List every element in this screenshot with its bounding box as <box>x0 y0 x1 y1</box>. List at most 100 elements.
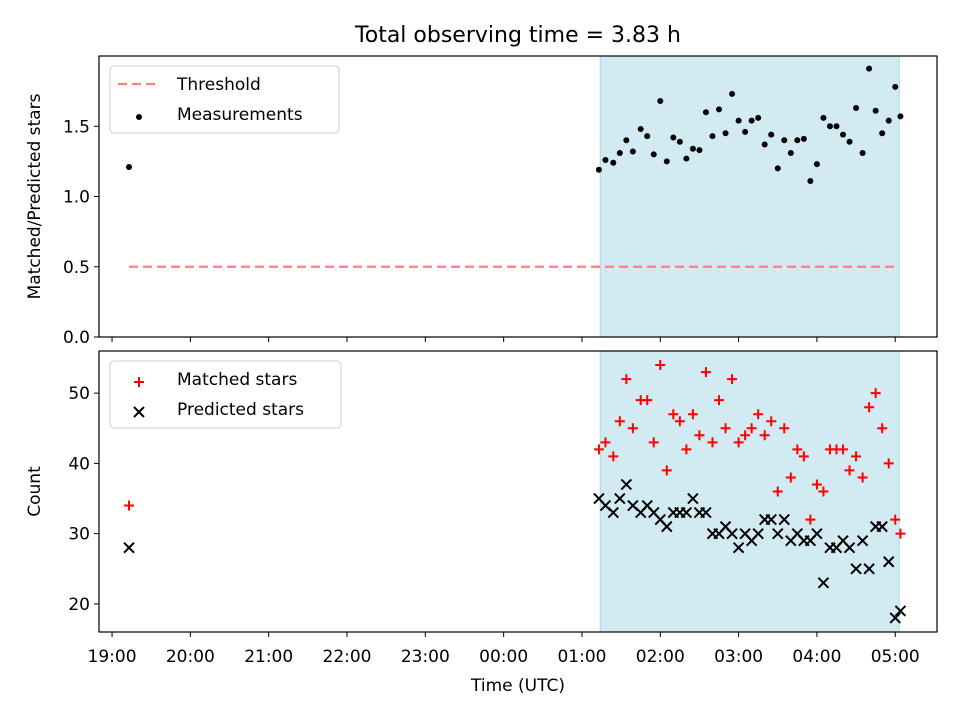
measurements-point <box>853 104 860 111</box>
predicted-stars-series <box>123 478 907 624</box>
matched-stars-point <box>877 423 888 434</box>
matched-stars-point <box>772 486 783 497</box>
legend-swatch <box>134 377 144 387</box>
matched-stars-point <box>838 444 849 455</box>
measurements-point <box>610 159 617 166</box>
measurements-point <box>716 106 723 113</box>
matched-stars-point <box>648 437 659 448</box>
matched-stars-point <box>883 458 894 469</box>
matched-stars-point <box>694 430 705 441</box>
measurements-point <box>761 141 768 148</box>
matched-stars-point <box>687 409 698 420</box>
predicted-stars-point <box>680 506 693 519</box>
measurements-point <box>897 113 904 120</box>
legend-swatch <box>133 406 145 418</box>
measurements-point <box>879 130 886 137</box>
measurements-point <box>696 147 703 154</box>
predicted-stars-point <box>607 506 619 519</box>
measurements-point <box>595 166 602 173</box>
matched-stars-point <box>707 437 718 448</box>
predicted-stars-point <box>752 527 764 540</box>
top-ytick-label: 1.5 <box>63 117 90 137</box>
bottom-axes-frame <box>98 350 938 633</box>
matched-stars-point <box>714 395 725 406</box>
measurements-point <box>683 155 690 162</box>
measurements-point <box>709 133 716 140</box>
measurements-point <box>670 134 677 141</box>
matched-stars-point <box>733 437 744 448</box>
matched-stars-point <box>844 465 855 476</box>
xtick-label: 20:00 <box>166 647 215 667</box>
measurements-point <box>807 178 814 185</box>
matched-stars-series <box>124 360 906 539</box>
measurements-point <box>833 123 840 130</box>
top-ylabel: Matched/Predicted stars <box>25 93 45 299</box>
chart-title: Total observing time = 3.83 h <box>354 23 681 48</box>
bottom-shaded-span <box>599 350 900 633</box>
bottom-panel: 20 30 40 50 19:00 20:00 21:00 22:00 23:00 00:00 01… <box>25 350 938 696</box>
matched-stars-point <box>593 444 604 455</box>
matched-stars-point <box>720 423 731 434</box>
predicted-stars-point <box>817 577 830 589</box>
predicted-stars-point <box>894 605 907 617</box>
matched-stars-point <box>614 416 625 427</box>
measurements-series <box>126 65 904 185</box>
top-ytick-label: 1.0 <box>63 188 90 208</box>
matched-stars-point <box>805 514 816 525</box>
measurements-point <box>866 65 873 72</box>
xtick-label: 02:00 <box>636 647 685 667</box>
predicted-stars-point <box>843 541 856 554</box>
measurements-point <box>657 97 664 104</box>
measurements-point <box>742 128 749 135</box>
measurements-point <box>722 130 729 137</box>
matched-stars-point <box>700 367 711 378</box>
predicted-stars-point <box>850 563 862 575</box>
predicted-stars-point <box>811 527 823 540</box>
measurements-point <box>885 117 892 124</box>
measurements-point <box>787 149 794 156</box>
xlabel: Time (UTC) <box>470 676 565 696</box>
predicted-stars-point <box>882 556 895 568</box>
matched-stars-point <box>811 479 822 490</box>
predicted-stars-point <box>772 527 784 540</box>
measurements-point <box>702 109 709 116</box>
measurements-point <box>774 165 781 172</box>
predicted-stars-point <box>614 492 626 505</box>
matched-stars-point <box>746 423 757 434</box>
matched-stars-point <box>890 514 901 525</box>
measurements-point <box>846 138 853 145</box>
measurements-point <box>892 83 899 90</box>
predicted-stars-point <box>726 527 738 540</box>
xtick-label: 23:00 <box>401 647 450 667</box>
matched-stars-point <box>681 444 692 455</box>
predicted-stars-point <box>123 541 135 554</box>
measurements-point <box>872 107 879 114</box>
predicted-stars-point <box>889 612 901 624</box>
measurements-point <box>768 131 775 138</box>
matched-stars-point <box>864 402 875 413</box>
top-shaded-span <box>599 55 900 338</box>
measurements-point <box>616 149 623 156</box>
xtick-label: 04:00 <box>792 647 841 667</box>
xtick-label: 22:00 <box>323 647 372 667</box>
bottom-ytick-label: 20 <box>68 595 90 615</box>
predicted-stars-point <box>765 513 777 526</box>
predicted-stars-point <box>856 534 869 547</box>
matched-stars-point <box>753 409 764 420</box>
measurements-point <box>676 138 683 145</box>
top-legend-box <box>109 65 340 134</box>
measurements-point <box>840 131 847 138</box>
legend-label: Matched stars <box>177 370 297 390</box>
matched-stars-point <box>661 465 672 476</box>
measurements-point <box>689 145 696 152</box>
top-panel: 0.0 0.5 1.0 1.5 Matched/Predicted stars Thres… <box>25 55 938 348</box>
matched-stars-point <box>798 451 809 462</box>
matched-stars-point <box>740 430 751 441</box>
matched-stars-point <box>785 472 796 483</box>
measurements-point <box>800 135 807 142</box>
matched-stars-point <box>792 444 803 455</box>
predicted-stars-point <box>620 478 633 491</box>
matched-stars-point <box>668 409 679 420</box>
matched-stars-point <box>608 451 619 462</box>
